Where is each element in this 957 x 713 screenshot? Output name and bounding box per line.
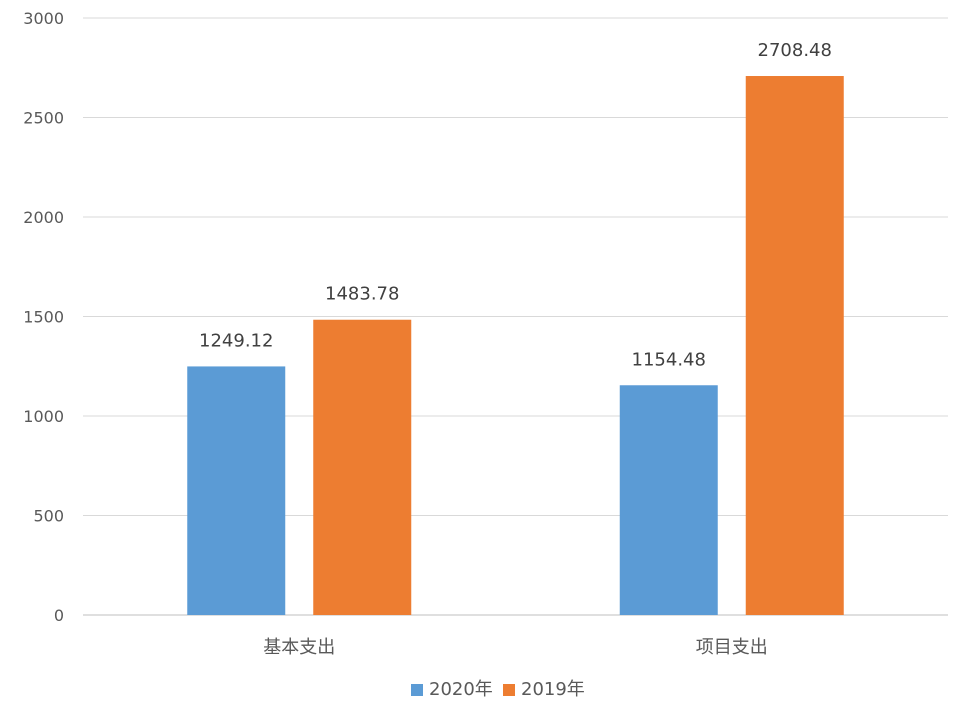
category-label-项目支出: 项目支出 [696, 637, 768, 658]
y-tick-label-3000: 3000 [23, 9, 64, 28]
y-tick-label-0: 0 [54, 606, 64, 625]
y-tick-label-2500: 2500 [23, 109, 64, 128]
bar-2020年-项目支出 [619, 385, 718, 615]
legend-swatch-2020年 [411, 684, 423, 696]
legend-label-2019年: 2019年 [521, 679, 585, 700]
data-label-2019年-项目支出: 2708.48 [758, 40, 832, 61]
data-label-2019年-基本支出: 1483.78 [325, 284, 399, 305]
y-axis-ticks: 0 500 1000 1500 2000 2500 3000 [23, 9, 64, 625]
y-tick-label-2000: 2000 [23, 208, 64, 227]
bars [187, 76, 844, 616]
y-tick-label-1500: 1500 [23, 308, 64, 327]
legend-swatch-2019年 [503, 684, 515, 696]
data-labels: 1249.12 1483.78 1154.48 2708.48 [199, 40, 832, 370]
data-label-2020年-项目支出: 1154.48 [632, 349, 706, 370]
legend-label-2020年: 2020年 [429, 679, 493, 700]
category-labels: 基本支出 项目支出 [263, 637, 768, 658]
bar-2019年-基本支出 [313, 319, 412, 615]
bar-2019年-项目支出 [745, 76, 844, 616]
data-label-2020年-基本支出: 1249.12 [199, 330, 273, 351]
y-tick-label-1000: 1000 [23, 407, 64, 426]
bar-2020年-基本支出 [187, 366, 286, 615]
y-tick-label-500: 500 [33, 507, 64, 526]
legend: 2020年 2019年 [411, 679, 585, 700]
category-label-基本支出: 基本支出 [263, 637, 335, 658]
